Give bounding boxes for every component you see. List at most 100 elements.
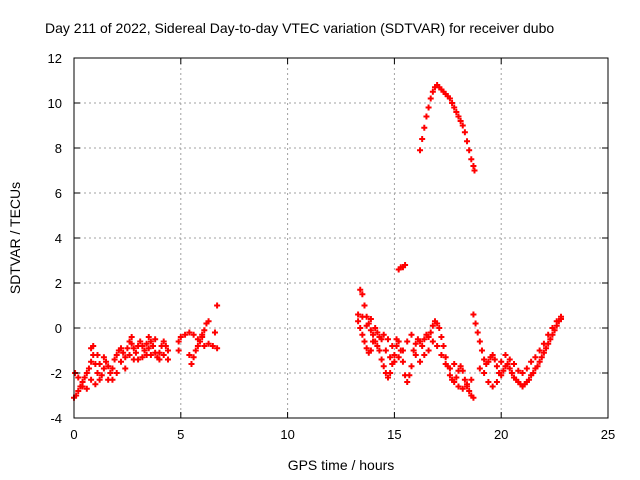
data-point [459,385,466,392]
data-point [132,349,139,356]
data-point [83,370,90,376]
data-point [440,343,447,349]
data-point [205,340,212,347]
data-point [214,302,221,309]
data-point [442,361,449,367]
data-point [147,352,154,358]
data-point [429,88,436,95]
data-point [79,383,86,390]
data-point [502,352,509,358]
data-point [109,365,116,372]
data-point [186,352,193,358]
y-tick-label: 10 [48,96,62,111]
data-point [205,318,212,325]
data-point [417,358,424,365]
data-point [436,325,443,331]
data-point [117,345,124,352]
data-point [384,374,391,381]
data-point [536,358,543,365]
data-point [438,352,445,358]
data-point [553,318,560,325]
data-point [493,363,500,370]
data-point [160,352,167,358]
data-point [391,358,398,365]
data-point [395,354,402,361]
y-tick-label: -4 [50,411,62,426]
data-point [164,347,171,354]
data-point [152,336,159,343]
y-axis-label: SDTVAR / TECUs [7,182,23,294]
data-point [88,376,95,383]
data-point [120,349,127,356]
data-point [182,331,189,338]
data-point [417,338,424,345]
data-point [361,302,368,309]
data-point [545,331,552,338]
data-point [489,383,496,390]
data-point [391,352,398,358]
y-tick-label: 2 [55,276,62,291]
data-point [419,136,426,142]
data-point [530,370,537,376]
data-point [199,334,206,340]
data-point [387,370,394,376]
data-point [464,138,471,145]
data-point [417,147,424,154]
data-point [100,354,107,361]
data-point [534,363,541,370]
data-point [162,343,169,349]
data-point [192,347,199,354]
data-point [141,347,148,354]
data-point [412,340,419,347]
data-point [124,345,131,352]
data-point [81,374,88,381]
grid-lines [74,58,608,418]
data-point [164,356,171,363]
data-point [427,329,434,336]
data-point [113,352,120,358]
data-point [83,385,90,392]
x-tick-label: 25 [601,427,615,442]
data-point [160,338,167,345]
data-point [523,365,530,372]
data-point [511,361,518,367]
data-point [427,95,434,102]
data-point [457,118,464,124]
data-point [88,358,95,365]
data-point [209,343,216,349]
data-point [481,356,488,363]
data-point [412,352,419,358]
data-point [429,338,436,345]
data-point [147,338,154,345]
data-point [519,370,526,376]
data-point [186,329,193,336]
data-point [367,327,374,334]
data-point [491,356,498,363]
data-point [126,352,133,358]
data-point [96,361,103,367]
data-point [359,331,366,338]
data-point [419,343,426,349]
data-point [359,291,366,298]
data-point [493,379,500,385]
data-point [446,95,453,102]
data-point [211,329,218,336]
data-point [472,320,479,327]
data-point [90,343,97,349]
data-point [558,316,565,322]
data-point [372,325,379,331]
data-point [455,383,462,390]
data-point [446,372,453,379]
data-point [393,336,400,343]
data-point [451,104,458,111]
x-axis-label: GPS time / hours [288,457,395,473]
data-point [380,331,387,338]
data-point [380,363,387,370]
data-point [438,334,445,340]
data-point [384,336,391,343]
y-tick-label: 8 [55,141,62,156]
data-point [525,376,532,383]
data-point [474,329,481,336]
data-point [94,370,101,376]
data-point [145,334,152,340]
